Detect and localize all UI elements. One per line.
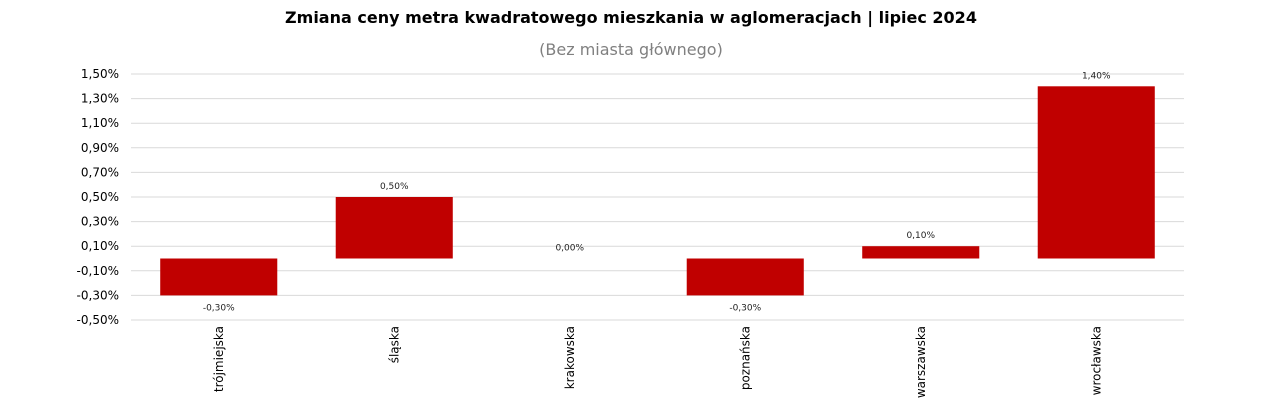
bar xyxy=(862,246,980,259)
y-tick-label: -0,50% xyxy=(77,313,119,327)
category-label: krakowska xyxy=(563,326,577,389)
bar xyxy=(160,258,278,296)
bar xyxy=(1037,86,1155,259)
y-tick-label: 0,90% xyxy=(81,141,119,155)
category-label: wrocławska xyxy=(1089,326,1103,395)
category-label: śląska xyxy=(387,326,401,363)
data-label: -0,30% xyxy=(729,303,761,313)
data-label: 1,40% xyxy=(1082,71,1111,81)
chart-title: Zmiana ceny metra kwadratowego mieszkani… xyxy=(285,8,977,27)
data-label: 0,00% xyxy=(555,244,584,254)
bar xyxy=(686,258,804,296)
y-tick-label: 0,70% xyxy=(81,165,119,179)
category-label: trójmiejska xyxy=(212,326,226,392)
y-tick-label: 0,50% xyxy=(81,190,119,204)
y-tick-label: 1,50% xyxy=(81,67,119,81)
data-label: 0,50% xyxy=(380,182,409,192)
data-label: 0,10% xyxy=(906,231,935,241)
y-tick-label: 0,10% xyxy=(81,239,119,253)
y-tick-label: -0,30% xyxy=(77,288,119,302)
category-label: warszawska xyxy=(914,326,928,398)
chart-subtitle: (Bez miasta głównego) xyxy=(539,40,723,59)
bar xyxy=(335,197,453,259)
y-tick-label: 1,30% xyxy=(81,92,119,106)
data-label: -0,30% xyxy=(203,303,235,313)
y-tick-label: 1,10% xyxy=(81,116,119,130)
category-label: poznańska xyxy=(738,326,752,390)
y-tick-label: 0,30% xyxy=(81,215,119,229)
y-tick-label: -0,10% xyxy=(77,264,119,278)
